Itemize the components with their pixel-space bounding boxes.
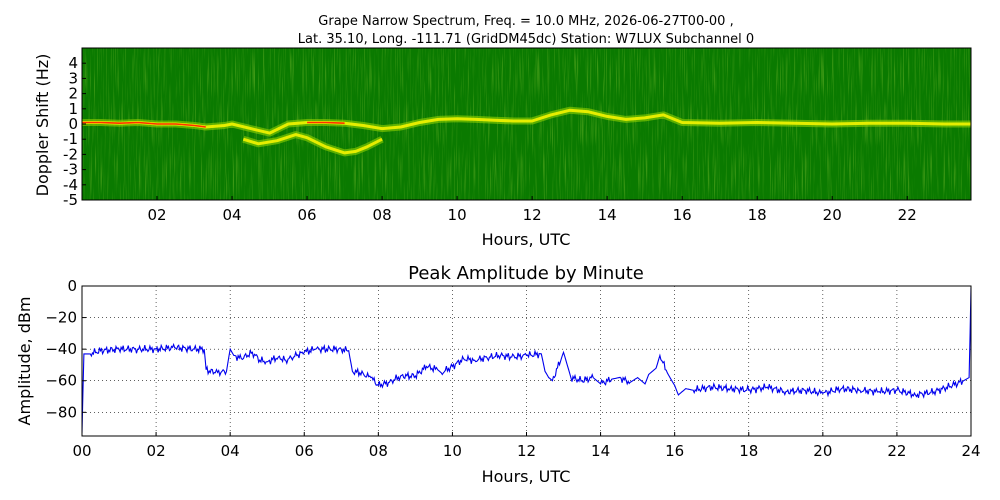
- amplitude-series: [82, 287, 971, 433]
- spectrogram-xtick-label: 20: [823, 206, 842, 224]
- amplitude-xtick-label: 00: [72, 442, 91, 460]
- amplitude-ytick-label: −60: [45, 372, 77, 390]
- amplitude-ylabel: Amplitude, dBm: [15, 297, 34, 426]
- trace-strong-core-2: [307, 121, 345, 124]
- amplitude-ytick-label: 0: [67, 277, 77, 295]
- amplitude-xtick-label: 08: [369, 442, 388, 460]
- amplitude-xtick-label: 04: [221, 442, 240, 460]
- spectrogram-xlabel: Hours, UTC: [482, 230, 571, 249]
- spectrogram-ytick-label: -3: [63, 161, 78, 179]
- amplitude-axes: 00 02 04 06 08 10 12 14 16 18 20 22 24 0 −20 −40 −60 −80: [45, 277, 980, 460]
- amplitude-xtick-label: 24: [961, 442, 980, 460]
- spectrogram-ytick-label: 3: [68, 69, 78, 87]
- figure-title-line2: Lat. 35.10, Long. -111.71 (GridDM45dc) S…: [298, 32, 754, 47]
- amplitude-xtick-label: 22: [887, 442, 906, 460]
- spectrogram-traces: [82, 106, 971, 157]
- amplitude-title: Peak Amplitude by Minute: [408, 263, 644, 284]
- amplitude-xtick-label: 18: [739, 442, 758, 460]
- amplitude-ytick-label: −20: [45, 309, 77, 327]
- amplitude-panel: 00 02 04 06 08 10 12 14 16 18 20 22 240−20−40−60−80 …: [15, 263, 981, 486]
- amplitude-xtick-label: 02: [147, 442, 166, 460]
- amplitude-xtick-label: 12: [517, 442, 536, 460]
- amplitude-xtick-label: 16: [665, 442, 684, 460]
- spectrogram-xtick-label: 10: [448, 206, 467, 224]
- spectrogram-ytick-label: 4: [68, 54, 78, 72]
- amplitude-xlabel: Hours, UTC: [482, 467, 571, 486]
- amplitude-xtick-label: 06: [295, 442, 314, 460]
- amplitude-plot-area: [82, 286, 971, 436]
- amplitude-ytick-label: −40: [45, 340, 77, 358]
- spectrogram-ytick-label: -4: [63, 176, 78, 194]
- figure-title-line1: Grape Narrow Spectrum, Freq. = 10.0 MHz,…: [318, 14, 733, 29]
- amplitude-xtick-label: 14: [591, 442, 610, 460]
- spectrogram-xtick-label: 18: [748, 206, 767, 224]
- spectrogram-ytick-label: -2: [63, 145, 78, 163]
- spectrogram-ytick-label: 2: [68, 85, 78, 103]
- amplitude-ytick-label: −80: [45, 403, 77, 421]
- spectrogram-xtick-label: 02: [147, 206, 166, 224]
- spectrogram-xtick-label: 14: [598, 206, 617, 224]
- spectrogram-ytick-label: 0: [68, 115, 78, 133]
- amplitude-xtick-label: 20: [813, 442, 832, 460]
- spectrogram-ytick-label: 1: [68, 100, 78, 118]
- spectrogram-xtick-label: 08: [373, 206, 392, 224]
- trace-strong-core-1: [82, 121, 206, 128]
- spectrogram-xtick-label: 22: [898, 206, 917, 224]
- spectrogram-xtick-label: 04: [222, 206, 241, 224]
- amplitude-xtick-label: 10: [443, 442, 462, 460]
- spectrogram-ytick-label: -5: [63, 191, 78, 209]
- amplitude-line: [82, 287, 971, 433]
- spectrogram-ylabel: Doppler Shift (Hz): [33, 54, 52, 197]
- spectrogram-xtick-label: 16: [673, 206, 692, 224]
- spectrogram-xtick-label: 12: [523, 206, 542, 224]
- spectrogram-xtick-label: 06: [298, 206, 317, 224]
- spectrogram-ytick-label: -1: [63, 130, 78, 148]
- trace-lower: [242, 133, 383, 155]
